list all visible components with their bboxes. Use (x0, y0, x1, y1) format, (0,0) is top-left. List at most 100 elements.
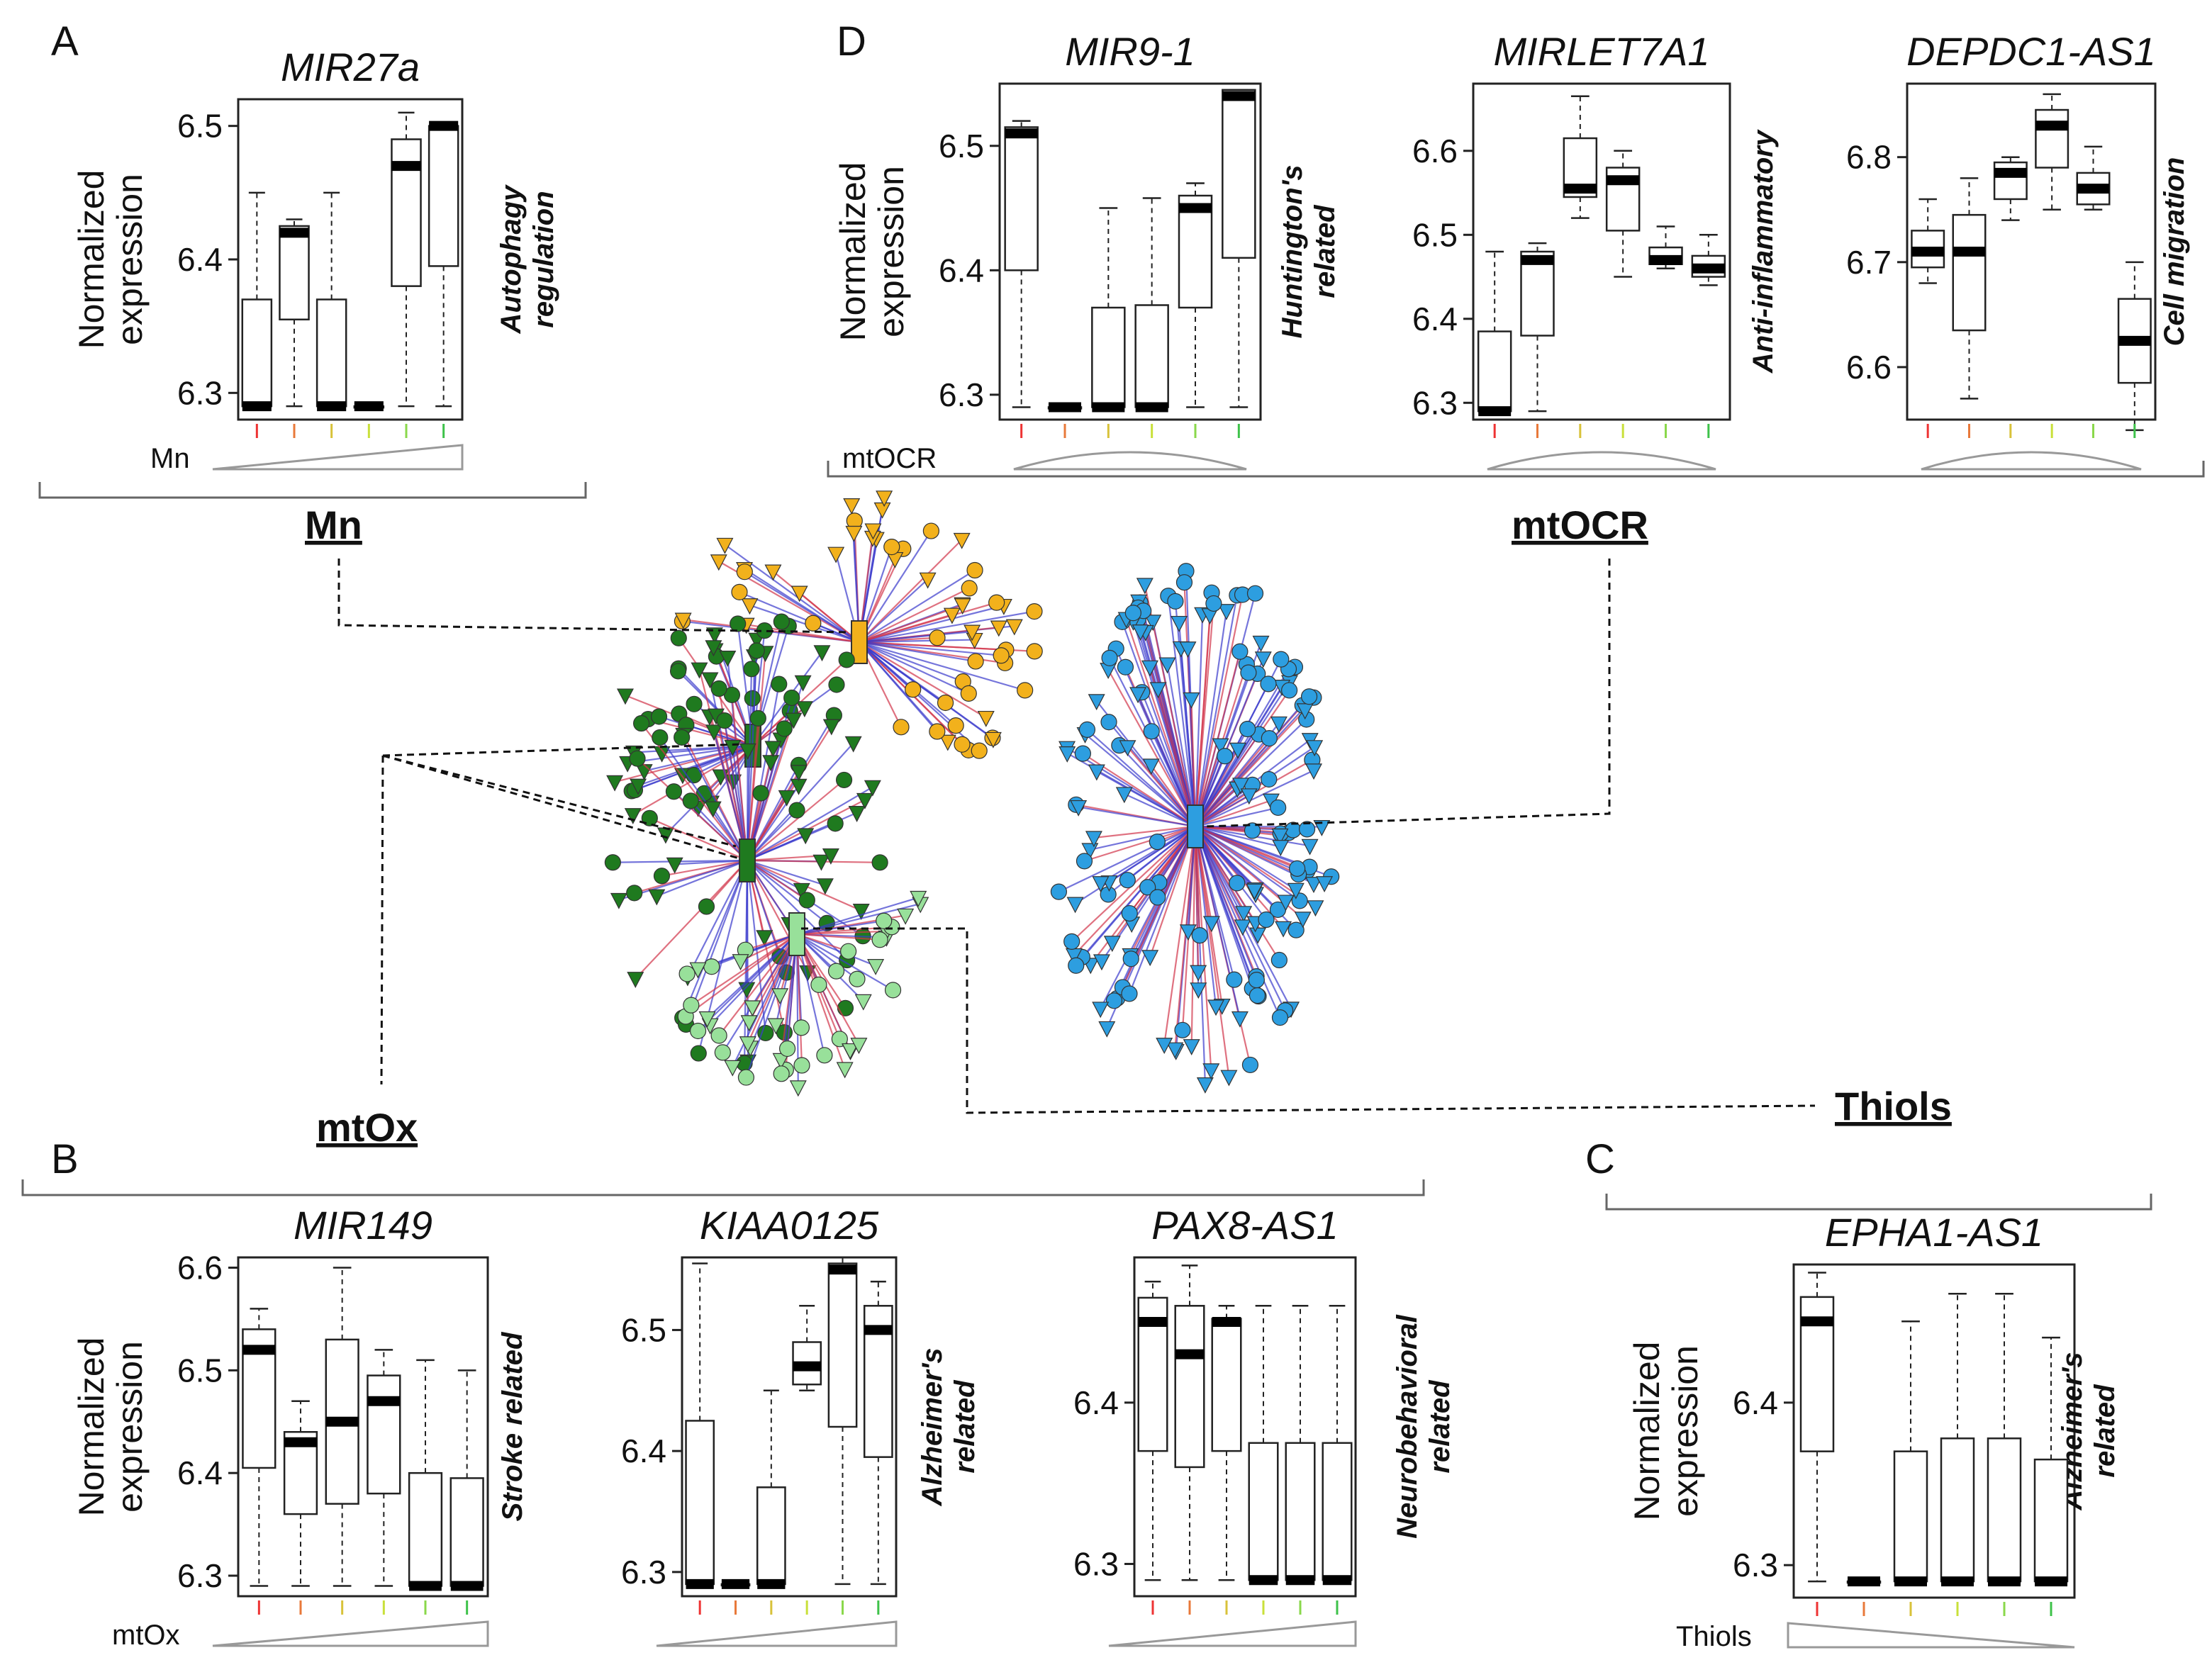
network-edge (1075, 826, 1196, 966)
y-tick-label: 6.5 (621, 1311, 666, 1348)
box-1 (241, 191, 273, 438)
box-body (2035, 108, 2069, 169)
gradient-variable-label: Thiols (1676, 1621, 1752, 1652)
network-node-mtocr (1246, 585, 1264, 602)
annotation-label: Autophagyregulation (496, 184, 559, 335)
network-node-mtox (744, 690, 761, 707)
increasing-gradient-wedge (656, 1620, 898, 1647)
network-node-mn (993, 647, 1010, 664)
hub-label-mn: Mn (305, 503, 362, 547)
network-node-mtox (627, 972, 644, 988)
network-edge (681, 860, 749, 1019)
network-node-mtox (653, 868, 671, 885)
network-edge (640, 722, 748, 861)
network-node-mtox (778, 790, 795, 807)
box-body (279, 225, 310, 320)
box-body (408, 1471, 443, 1587)
box-body (1222, 89, 1256, 259)
network-node-mtocr (1143, 723, 1160, 740)
network-edge (686, 860, 748, 977)
network-node-mtox (682, 792, 699, 809)
chart-title: MIR27a (281, 45, 420, 89)
box-4 (1940, 1293, 1975, 1616)
network-node-mtox (743, 661, 760, 678)
network-node-thiols (689, 1022, 707, 1040)
decreasing-gradient-wedge (1787, 1622, 2075, 1649)
network-edge (1195, 690, 1290, 827)
network-node-mtox (793, 882, 810, 899)
network-node-mtocr (1220, 1070, 1238, 1087)
boxplot-mir27a: MIR27a 6.3 6.4 6.5 Normalizedexpression Autop… (38, 45, 587, 499)
y-tick-label: 6.4 (177, 241, 223, 278)
network-node-mtox (624, 808, 642, 824)
network-node-thiols (740, 1015, 758, 1032)
network-node-mtocr (1119, 872, 1136, 889)
box-6 (449, 1369, 484, 1615)
network-node-mn (1017, 682, 1034, 699)
network-edge (747, 860, 808, 901)
network-node-mn (764, 564, 782, 581)
plot-frame (1792, 1263, 2076, 1599)
network-node-mtox (813, 645, 831, 662)
network-node-mtocr (1281, 682, 1298, 699)
network-edge (1166, 663, 1197, 827)
network-edge (1194, 610, 1227, 827)
network-node-mtox (686, 695, 703, 712)
network-node-mtox (752, 785, 769, 802)
network-edge (1100, 826, 1196, 1009)
hub-label-thiols: Thiols (1835, 1084, 1952, 1128)
network-node-mtox (797, 828, 815, 845)
network-node-mtox (691, 662, 708, 679)
network-node-mtocr (1248, 972, 1265, 989)
network-edge (859, 639, 975, 644)
network-node-mtox (657, 827, 674, 844)
network-node-thiols (842, 1043, 859, 1060)
network-node-mtox (835, 771, 853, 789)
network-edge (859, 587, 970, 643)
network-node-mtocr (1296, 703, 1314, 720)
network-edge (743, 860, 749, 1064)
y-axis-label-line: expression (871, 166, 911, 337)
network-node-mn (741, 598, 759, 615)
network-node-mn (905, 681, 922, 698)
network-node-mtox (838, 651, 855, 668)
network-node-mn (1026, 602, 1043, 620)
network-node-mtocr (1142, 758, 1160, 775)
network-edge (732, 933, 798, 1067)
box-4 (1134, 197, 1169, 438)
network-node-mtocr (1093, 954, 1110, 971)
network-node-thiols (689, 962, 707, 979)
network-node-mn (971, 742, 988, 759)
y-tick-label: 6.4 (939, 252, 984, 288)
group-bracket (827, 461, 2205, 478)
network-edge (685, 933, 798, 1017)
annotation-line: Alzheimer's (917, 1348, 948, 1507)
network-node-mtox (665, 783, 683, 800)
network-node-mtocr (1271, 1009, 1289, 1026)
network-node-mtocr (1294, 912, 1312, 929)
network-node-mn (1026, 643, 1043, 660)
network-edge (745, 933, 798, 1078)
network-node-mtocr (1068, 957, 1085, 974)
boxplot-mirlet7a1: MIRLET7A1 6.3 6.4 6.5 6.6 Anti-inflammatory (1412, 29, 1779, 471)
boxplot-mir9-1: MIR9-1 6.3 6.4 6.5 Normalizedexpression Hunti… (827, 29, 2205, 478)
network-node-mn (864, 523, 882, 540)
box-2 (1047, 402, 1083, 438)
network-edge (1195, 800, 1272, 828)
box-body (1952, 213, 1987, 332)
network-node-mtocr (1174, 1021, 1191, 1038)
network-edge (1194, 594, 1244, 827)
y-tick-label: 6.4 (1073, 1384, 1119, 1421)
network-node-mtocr (1050, 883, 1068, 900)
box-5 (1987, 1293, 2022, 1616)
network-node-mtox (816, 878, 834, 895)
y-tick-label: 6.3 (177, 1557, 223, 1594)
box-1 (1911, 198, 1945, 438)
network-edge (706, 933, 798, 1019)
network-node-mtox (844, 736, 862, 753)
arc-gradient-indicator (1013, 451, 1247, 471)
network-node-mtocr (1136, 578, 1154, 595)
box-body (1174, 1305, 1205, 1469)
network-node-mtocr (1244, 822, 1261, 839)
y-tick-label: 6.5 (939, 128, 984, 164)
